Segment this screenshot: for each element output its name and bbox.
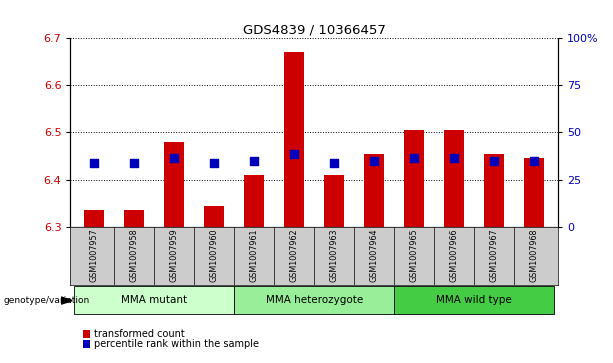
Text: GSM1007963: GSM1007963 (330, 228, 338, 281)
Text: MMA wild type: MMA wild type (436, 295, 512, 305)
Point (210, 160, 219, 166)
Bar (75, 286, 234, 314)
Point (129, 160, 139, 166)
Bar (85, 210, 104, 227)
Polygon shape (61, 297, 72, 304)
Point (89, 160, 99, 166)
Text: GSM1007961: GSM1007961 (249, 228, 259, 281)
Text: MMA mutant: MMA mutant (121, 295, 188, 305)
Bar (284, 52, 304, 227)
Text: GSM1007964: GSM1007964 (370, 228, 379, 281)
Title: GDS4839 / 10366457: GDS4839 / 10366457 (243, 24, 386, 37)
Bar (524, 158, 544, 227)
Point (369, 158, 379, 164)
Text: genotype/variation: genotype/variation (3, 296, 89, 305)
Text: transformed count: transformed count (94, 329, 185, 339)
Point (409, 155, 419, 161)
Bar (164, 142, 185, 227)
Text: GSM1007960: GSM1007960 (210, 228, 219, 281)
Bar (234, 286, 394, 314)
Bar (244, 175, 264, 227)
Point (169, 155, 179, 161)
Bar (204, 206, 224, 227)
Text: GSM1007965: GSM1007965 (409, 228, 419, 282)
Text: GSM1007967: GSM1007967 (489, 228, 498, 282)
Text: GSM1007958: GSM1007958 (130, 228, 139, 282)
Bar (394, 286, 554, 314)
Point (529, 158, 539, 164)
Text: GSM1007966: GSM1007966 (449, 228, 459, 281)
Point (449, 155, 459, 161)
Text: GSM1007959: GSM1007959 (170, 228, 179, 282)
Bar (484, 154, 504, 227)
Text: MMA heterozygote: MMA heterozygote (265, 295, 363, 305)
Bar (444, 130, 464, 227)
Text: GSM1007968: GSM1007968 (530, 228, 538, 281)
Bar (364, 154, 384, 227)
Point (489, 158, 499, 164)
Point (329, 160, 339, 166)
Text: percentile rank within the sample: percentile rank within the sample (94, 339, 259, 349)
Point (289, 151, 299, 156)
Point (249, 158, 259, 164)
Text: GSM1007962: GSM1007962 (290, 228, 299, 282)
Bar (324, 175, 344, 227)
Text: GSM1007957: GSM1007957 (90, 228, 99, 282)
Bar (404, 130, 424, 227)
Bar (124, 210, 145, 227)
